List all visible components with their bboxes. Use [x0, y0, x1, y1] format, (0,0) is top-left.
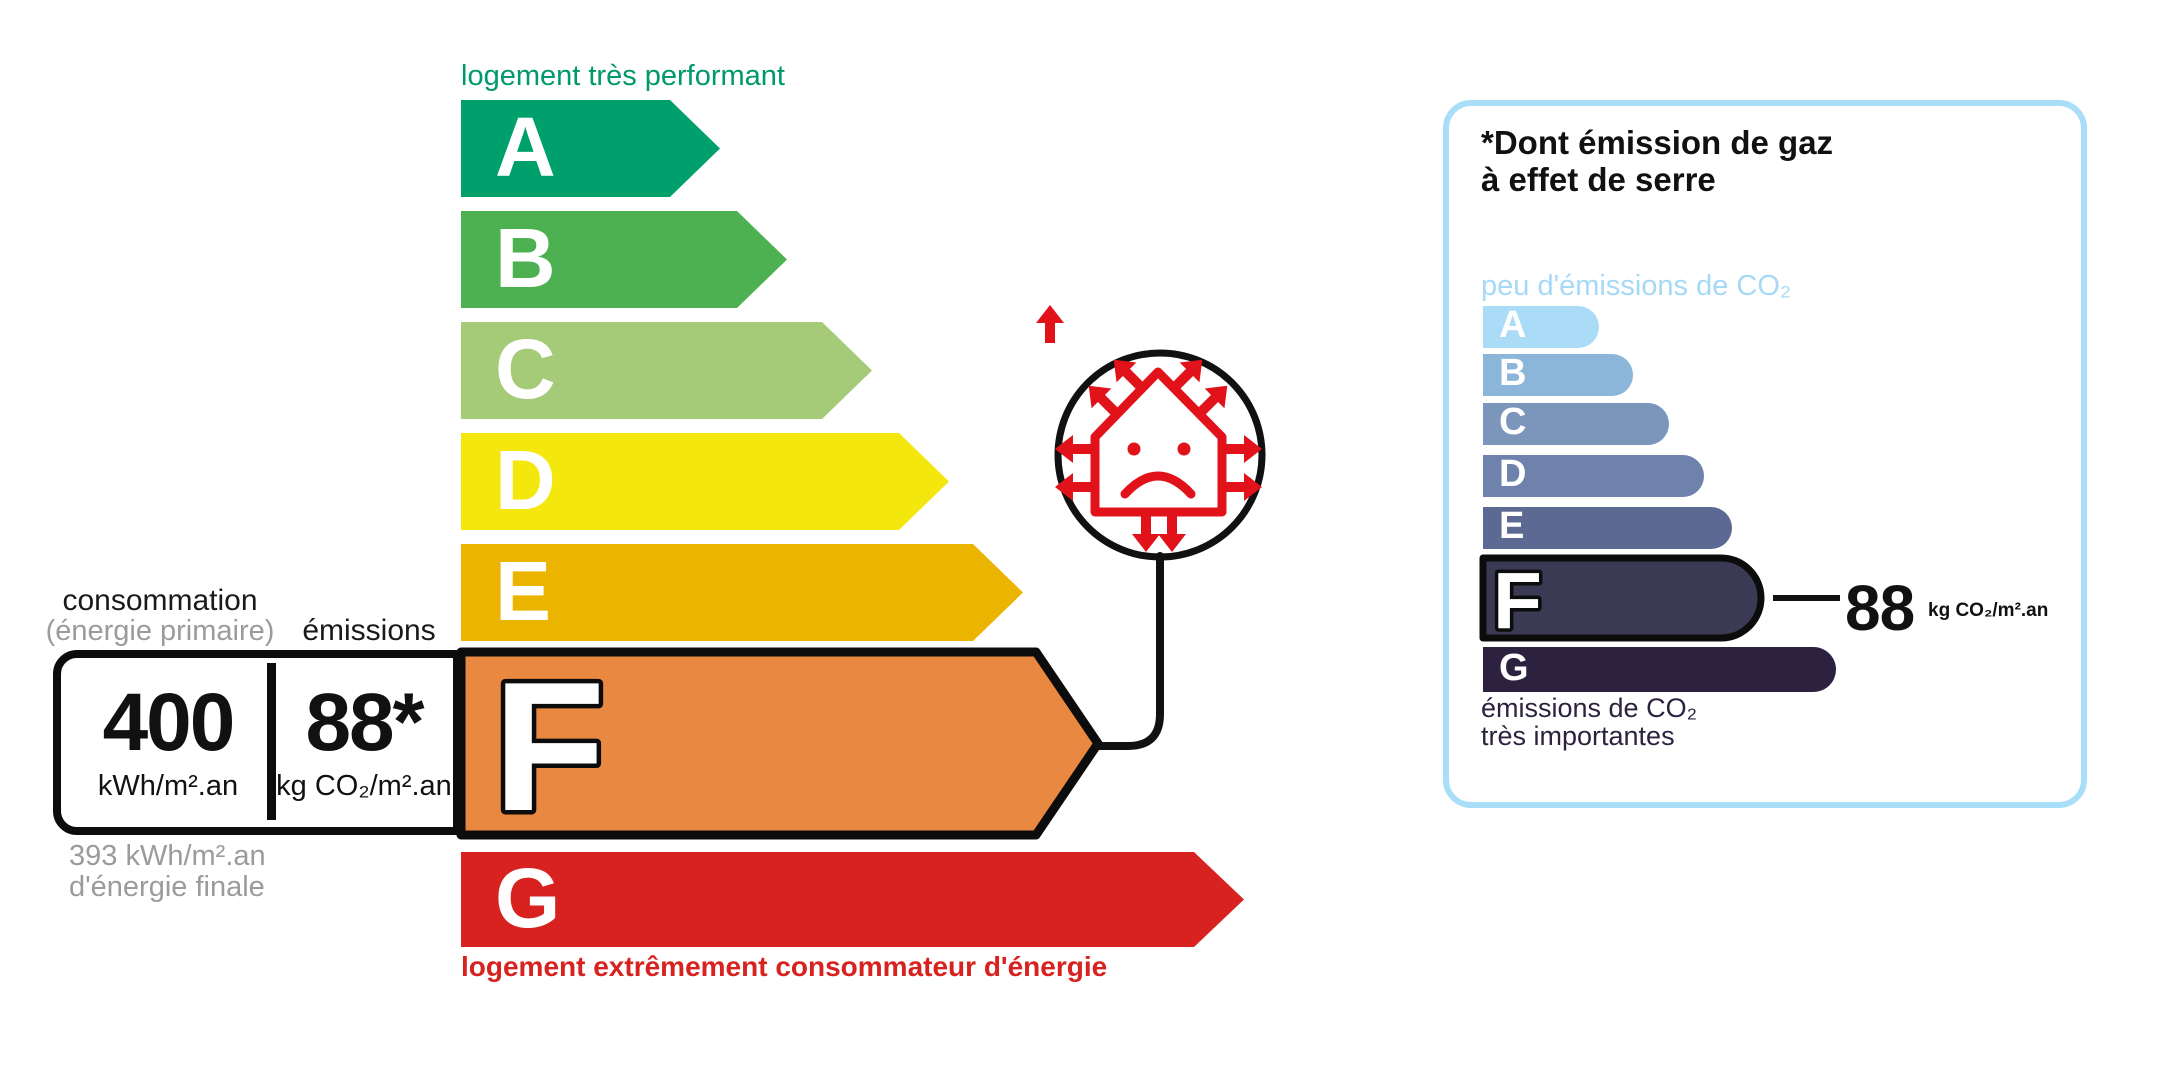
- icon-ring: [1054, 349, 1266, 561]
- co2-value-unit: kg CO₂/m².an: [1928, 600, 2049, 621]
- co2-grade-letter-f: F: [1493, 556, 1542, 645]
- energy-scale-top-label: logement très performant: [461, 60, 785, 92]
- grade-letter: D: [495, 432, 556, 527]
- grade-letter: G: [495, 850, 561, 945]
- main-bar-c: C: [461, 322, 872, 419]
- box-divider: [267, 663, 276, 820]
- house-outline: [1090, 367, 1227, 517]
- emissions-cell: 88* kg CO₂/m².an: [275, 658, 453, 827]
- final-energy-note: 393 kWh/m².an d'énergie finale: [69, 841, 266, 903]
- co2-scale-bottom-label: émissions de CO₂ très importantes: [1481, 694, 1697, 750]
- co2-bar-g: G: [1483, 647, 1836, 692]
- primary-energy-value: 400: [102, 677, 236, 768]
- co2-bar-e: E: [1483, 507, 1732, 549]
- co2-bar-a: A: [1483, 306, 1599, 348]
- grade-letter: C: [1499, 401, 1527, 443]
- primary-energy-unit: kWh/m².an: [97, 770, 239, 802]
- co2-panel-title: *Dont émission de gaz à effet de serre: [1481, 124, 1833, 198]
- co2-title-line2: à effet de serre: [1481, 161, 1716, 198]
- co2-value: 88: [1845, 572, 1915, 644]
- grade-letter: C: [495, 321, 556, 416]
- emissions-value: 88*: [305, 677, 424, 768]
- co2-bar-f-selected: F: [1479, 553, 1765, 649]
- grade-letter: B: [1499, 352, 1527, 394]
- grade-letter: B: [495, 210, 556, 305]
- primary-energy-subheader: (énergie primaire): [45, 615, 275, 647]
- co2-bar-c: C: [1483, 403, 1669, 445]
- house-face-eyes: [1127, 442, 1191, 456]
- energy-bar-f-shape: [456, 647, 1103, 840]
- consumption-value-box: 400 kWh/m².an 88* kg CO₂/m².an: [53, 650, 461, 835]
- main-bar-b: B: [461, 211, 787, 308]
- consumption-header: consommation (énergie primaire): [40, 584, 280, 647]
- grade-letter: A: [495, 99, 556, 194]
- co2-bar-f-shape: [1479, 554, 1765, 642]
- main-bar-d: D: [461, 433, 949, 530]
- grade-letter: D: [1499, 453, 1527, 495]
- grade-letter-f: F: [493, 643, 605, 849]
- grade-letter: E: [495, 543, 552, 638]
- final-energy-line1: 393 kWh/m².an: [69, 840, 266, 872]
- co2-bar-b: B: [1483, 354, 1633, 396]
- emissions-unit: kg CO₂/m².an: [276, 770, 452, 802]
- primary-energy-cell: 400 kWh/m².an: [61, 658, 275, 827]
- frown-mouth: [1120, 471, 1196, 499]
- leak-arrows: [1036, 305, 1262, 552]
- grade-letter: E: [1499, 505, 1525, 547]
- final-energy-line2: d'énergie finale: [69, 871, 265, 903]
- co2-bottom-line2: très importantes: [1481, 721, 1675, 751]
- co2-bottom-line1: émissions de CO₂: [1481, 693, 1698, 723]
- grade-letter: G: [1499, 646, 1529, 689]
- main-bar-e: E: [461, 544, 1023, 641]
- main-bar-g: G: [461, 852, 1244, 947]
- emissions-header: émissions: [302, 614, 436, 647]
- icon-connector-line: [1094, 552, 1164, 750]
- co2-bar-d: D: [1483, 455, 1704, 497]
- energy-scale-bottom-label: logement extrêmement consommateur d'éner…: [461, 951, 1108, 982]
- energy-bar-f-selected: F: [456, 639, 1103, 854]
- co2-value-pointer-line: [1773, 595, 1840, 601]
- energy-leak-house-icon: [1036, 305, 1266, 561]
- main-bar-a: A: [461, 100, 720, 197]
- grade-letter: A: [1499, 304, 1527, 346]
- co2-title-line1: *Dont émission de gaz: [1481, 124, 1834, 161]
- consumption-header-text: consommation: [62, 584, 258, 617]
- co2-scale-top-label: peu d'émissions de CO₂: [1481, 270, 1792, 302]
